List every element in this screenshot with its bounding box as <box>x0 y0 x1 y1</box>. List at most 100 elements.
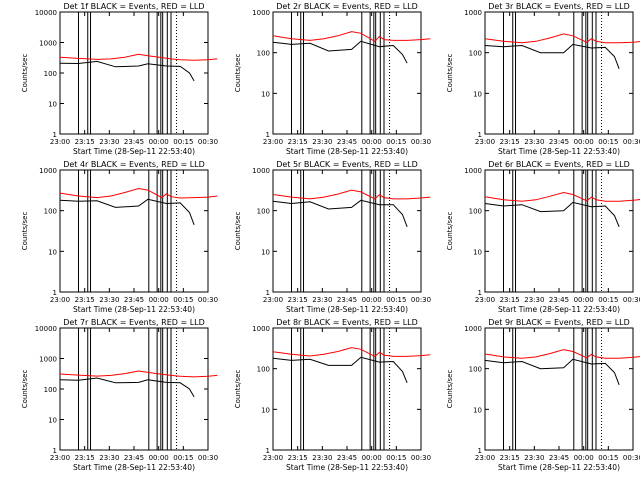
y-tick-label: 10 <box>261 90 270 98</box>
x-tick-label: 23:15 <box>75 296 95 304</box>
x-tick-label: 23:00 <box>475 454 495 462</box>
events-series-line <box>59 198 195 225</box>
y-tick-label: 1 <box>266 131 270 139</box>
y-axis-label: Counts/sec <box>446 370 454 409</box>
x-tick-label: 23:15 <box>288 454 308 462</box>
plot-frame <box>272 327 422 451</box>
x-tick-label: 00:30 <box>198 138 218 146</box>
y-tick-label: 10000 <box>35 9 57 17</box>
x-tick-label: 23:45 <box>124 454 144 462</box>
lld-series-line <box>484 33 640 44</box>
panel-3: 1 10 100 1000 23:00 23:15 23:30 23:45 00:00 00:15… <box>446 2 640 156</box>
y-tick-label: 100 <box>44 386 57 394</box>
panel-title: Det 4r BLACK = Events, RED = LLD <box>63 160 205 169</box>
y-axis-label: Counts/sec <box>446 212 454 251</box>
y-tick-label: 1000 <box>39 356 57 364</box>
y-tick-label: 10 <box>48 248 57 256</box>
panel-4: 1 10 100 1000 23:00 23:15 23:30 23:45 00:00 00:15… <box>21 160 218 314</box>
x-axis-label: Start Time (28-Sep-11 22:53:40) <box>286 147 408 156</box>
y-tick-label: 100 <box>257 366 270 374</box>
x-tick-label: 00:15 <box>386 454 406 462</box>
events-series-line <box>484 201 620 227</box>
x-tick-label: 00:30 <box>411 296 431 304</box>
y-tick-label: 1 <box>478 447 482 455</box>
y-axis-label: Counts/sec <box>21 212 29 251</box>
y-axis-label: Counts/sec <box>21 370 29 409</box>
y-tick-label: 1 <box>53 447 57 455</box>
y-tick-label: 1 <box>266 447 270 455</box>
lld-series-line <box>272 347 431 357</box>
x-axis-label: Start Time (28-Sep-11 22:53:40) <box>498 147 620 156</box>
events-series-line <box>59 377 195 398</box>
x-axis-label: Start Time (28-Sep-11 22:53:40) <box>73 147 195 156</box>
y-tick-label: 1000 <box>464 325 482 333</box>
x-tick-label: 23:00 <box>50 296 70 304</box>
y-axis-label: Counts/sec <box>234 54 242 93</box>
x-tick-label: 23:30 <box>99 138 119 146</box>
lld-series-line <box>59 187 218 199</box>
panel-title: Det 5r BLACK = Events, RED = LLD <box>276 160 418 169</box>
x-tick-label: 23:15 <box>75 138 95 146</box>
x-tick-label: 23:00 <box>475 296 495 304</box>
x-tick-label: 23:00 <box>263 454 283 462</box>
x-tick-label: 00:15 <box>173 296 193 304</box>
x-tick-label: 23:15 <box>288 296 308 304</box>
y-tick-label: 1000 <box>39 40 57 48</box>
x-tick-label: 00:15 <box>598 454 618 462</box>
plot-frame <box>484 11 634 135</box>
x-tick-label: 23:30 <box>99 296 119 304</box>
panel-title: Det 1f BLACK = Events, RED = LLD <box>63 2 204 11</box>
x-tick-label: 23:15 <box>500 454 520 462</box>
x-tick-label: 23:15 <box>500 296 520 304</box>
lld-series-line <box>272 31 431 42</box>
x-tick-label: 00:30 <box>411 454 431 462</box>
panel-title: Det 9r BLACK = Events, RED = LLD <box>488 318 630 327</box>
x-tick-label: 23:45 <box>549 454 569 462</box>
x-axis-label: Start Time (28-Sep-11 22:53:40) <box>498 305 620 314</box>
plot-frame <box>272 11 422 135</box>
y-tick-label: 10 <box>261 406 270 414</box>
y-tick-label: 100 <box>44 208 57 216</box>
lld-series-line <box>272 189 431 200</box>
y-tick-label: 100 <box>469 50 482 58</box>
y-tick-label: 1 <box>478 289 482 297</box>
x-tick-label: 23:30 <box>524 296 544 304</box>
lld-series-line <box>59 53 218 61</box>
panel-6: 1 10 100 1000 23:00 23:15 23:30 23:45 00:00 00:15… <box>446 160 640 314</box>
x-tick-label: 00:30 <box>623 454 640 462</box>
x-axis-label: Start Time (28-Sep-11 22:53:40) <box>498 463 620 472</box>
x-axis-label: Start Time (28-Sep-11 22:53:40) <box>286 463 408 472</box>
y-tick-label: 1 <box>53 131 57 139</box>
x-tick-label: 00:00 <box>362 296 382 304</box>
plot-frame <box>484 327 634 451</box>
y-tick-label: 10 <box>473 406 482 414</box>
x-tick-label: 00:30 <box>623 296 640 304</box>
plot-frame <box>59 327 209 451</box>
x-tick-label: 23:30 <box>99 454 119 462</box>
y-tick-label: 1 <box>478 131 482 139</box>
lld-series-line <box>59 370 218 378</box>
y-axis-label: Counts/sec <box>234 212 242 251</box>
events-series-line <box>59 60 195 82</box>
x-tick-label: 00:15 <box>598 138 618 146</box>
x-tick-label: 00:00 <box>149 454 169 462</box>
x-tick-label: 23:45 <box>124 296 144 304</box>
x-axis-label: Start Time (28-Sep-11 22:53:40) <box>73 305 195 314</box>
y-tick-label: 1000 <box>464 167 482 175</box>
panel-title: Det 2r BLACK = Events, RED = LLD <box>276 2 418 11</box>
x-tick-label: 23:15 <box>288 138 308 146</box>
x-tick-label: 23:00 <box>50 138 70 146</box>
x-tick-label: 00:00 <box>149 296 169 304</box>
x-tick-label: 00:15 <box>386 296 406 304</box>
plot-frame <box>484 169 634 293</box>
panel-1: 1 10 100 1000 10000 23:00 23:15 23:30 23:45 00:00… <box>21 2 218 156</box>
x-tick-label: 23:15 <box>75 454 95 462</box>
panel-title: Det 3r BLACK = Events, RED = LLD <box>488 2 630 11</box>
y-axis-label: Counts/sec <box>446 54 454 93</box>
x-tick-label: 23:00 <box>263 296 283 304</box>
y-tick-label: 1 <box>53 289 57 297</box>
y-tick-label: 10 <box>261 248 270 256</box>
x-tick-label: 23:45 <box>124 138 144 146</box>
x-tick-label: 23:30 <box>312 138 332 146</box>
